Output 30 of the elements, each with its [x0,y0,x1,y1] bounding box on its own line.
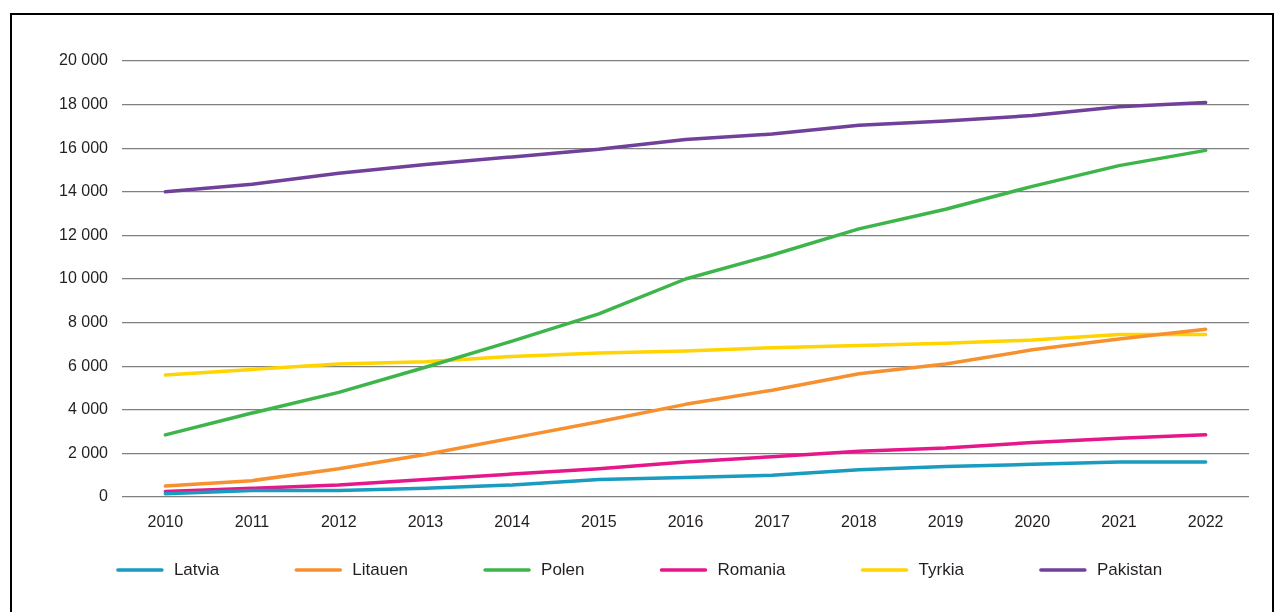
y-tick-label: 18 000 [59,95,109,113]
y-tick-label: 0 [99,487,109,505]
y-tick-label: 8 000 [67,313,109,331]
x-tick-label: 2020 [1014,513,1051,531]
y-tick-label: 10 000 [59,269,109,287]
x-tick-label: 2015 [581,513,617,531]
y-tick-label: 14 000 [59,182,109,200]
legend-label: Tyrkia [918,559,965,579]
x-tick-label: 2010 [147,513,184,531]
legend-label: Romania [717,559,787,579]
x-tick-label: 2019 [927,513,964,531]
y-tick-label: 12 000 [59,225,109,243]
x-tick-label: 2016 [667,513,704,531]
y-tick-label: 4 000 [67,400,109,418]
legend-label: Polen [541,559,585,579]
x-tick-label: 2022 [1187,513,1224,531]
x-tick-label: 2012 [320,513,357,531]
x-tick-label: 2021 [1101,513,1137,531]
legend-label: Litauen [352,559,409,579]
x-tick-label: 2013 [407,513,444,531]
legend-label: Latvia [173,559,220,579]
x-tick-label: 2011 [234,513,270,531]
x-tick-label: 2018 [841,513,877,531]
y-tick-label: 20 000 [59,51,109,69]
y-tick-label: 2 000 [67,443,109,461]
y-tick-label: 16 000 [59,138,109,156]
x-tick-label: 2014 [494,513,531,531]
y-tick-label: 6 000 [67,356,109,374]
legend-label: Pakistan [1096,559,1163,579]
x-tick-label: 2017 [754,513,791,531]
